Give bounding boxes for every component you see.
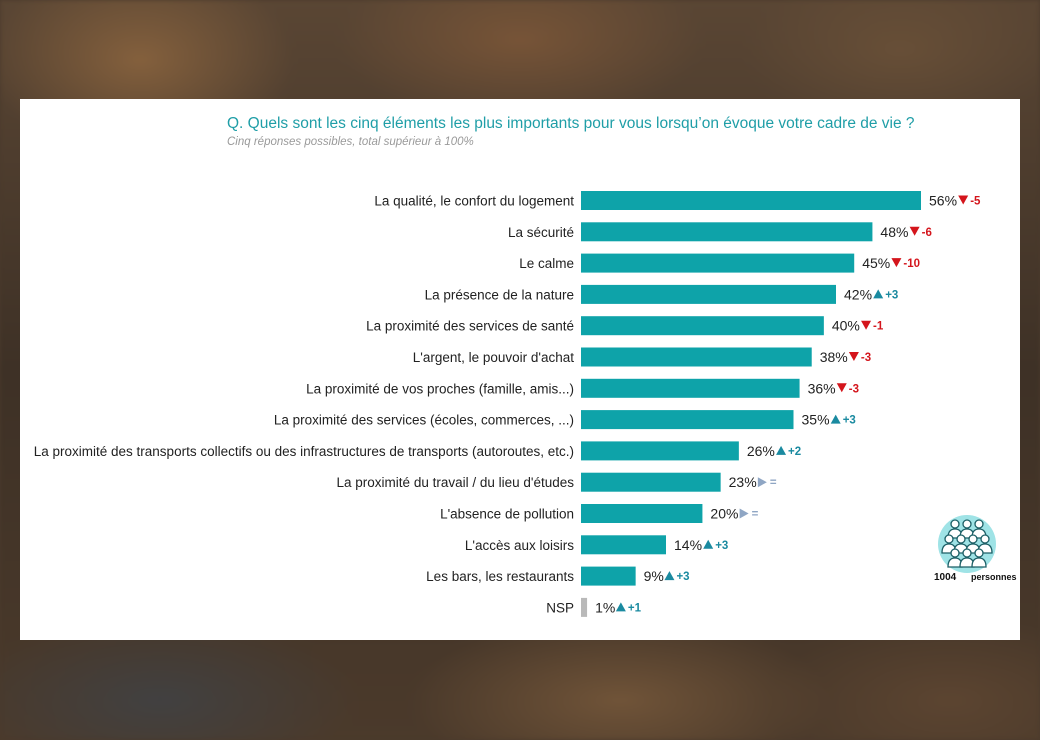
category-label: La proximité du travail / du lieu d'étud… <box>337 475 575 490</box>
change-label: +1 <box>628 602 642 614</box>
bar <box>581 441 739 461</box>
chart-subtitle: Cinq réponses possibles, total supérieur… <box>227 136 474 148</box>
change-label: -6 <box>922 227 932 239</box>
change-label: = <box>770 477 777 489</box>
bar <box>581 253 855 273</box>
bar <box>581 222 873 242</box>
change-arrow-icon <box>615 602 626 612</box>
value-label: 48% <box>880 224 908 240</box>
value-label: 36% <box>808 380 836 396</box>
change-label: +3 <box>843 415 856 427</box>
people-group-icon <box>938 515 996 573</box>
sample-size-badge: 1004 personnes <box>932 512 1017 594</box>
change-arrow-icon <box>664 571 675 581</box>
chart-title: Q. Quels sont les cinq éléments les plus… <box>227 115 915 132</box>
change-arrow-icon <box>861 320 872 330</box>
sample-count: 1004 <box>934 572 957 583</box>
change-arrow-icon <box>757 477 767 488</box>
change-arrow-icon <box>891 258 902 268</box>
change-label: -5 <box>970 196 981 208</box>
value-label: 42% <box>844 286 872 302</box>
category-label: La proximité de vos proches (famille, am… <box>306 381 574 396</box>
bar <box>581 504 703 523</box>
bar <box>581 472 721 492</box>
change-label: -3 <box>849 383 859 395</box>
change-label: +3 <box>676 571 689 583</box>
category-label: NSP <box>546 600 574 615</box>
change-label: +2 <box>788 446 801 458</box>
change-arrow-icon <box>836 383 847 393</box>
value-label: 20% <box>710 506 738 522</box>
change-arrow-icon <box>848 352 859 361</box>
change-arrow-icon <box>830 414 841 424</box>
category-label: La qualité, le confort du logement <box>374 194 574 209</box>
value-label: 9% <box>644 568 664 584</box>
category-label: L'argent, le pouvoir d'achat <box>413 350 575 365</box>
value-label: 14% <box>674 537 702 553</box>
change-label: -3 <box>861 352 871 364</box>
category-label: La sécurité <box>508 225 574 240</box>
sample-unit: personnes <box>971 572 1017 582</box>
bar <box>581 566 636 586</box>
bar <box>581 410 794 430</box>
value-label: 38% <box>820 349 848 365</box>
category-label: La proximité des transports collectifs o… <box>34 444 574 459</box>
value-label: 45% <box>862 255 890 271</box>
value-label: 1% <box>595 599 615 615</box>
value-label: 56% <box>929 193 957 209</box>
category-label: Le calme <box>519 256 574 271</box>
bar-chart: La qualité, le confort du logement 56% -5 L… <box>34 191 981 617</box>
category-label: La présence de la nature <box>425 287 574 302</box>
change-label: +3 <box>715 540 728 552</box>
bar <box>581 597 588 617</box>
change-arrow-icon <box>739 508 749 519</box>
bar <box>581 284 836 304</box>
category-label: La proximité des services de santé <box>366 319 574 334</box>
bar <box>581 191 921 210</box>
change-label: -1 <box>873 321 884 333</box>
bar <box>581 316 824 336</box>
chart-card: Q. Quels sont les cinq éléments les plus… <box>20 99 1020 640</box>
category-label: L'accès aux loisirs <box>465 538 574 553</box>
category-label: Les bars, les restaurants <box>426 569 574 584</box>
value-label: 40% <box>832 318 860 334</box>
category-label: L'absence de pollution <box>440 507 574 522</box>
change-arrow-icon <box>776 445 787 455</box>
bar <box>581 378 800 398</box>
change-arrow-icon <box>873 289 884 299</box>
change-label: -10 <box>903 258 920 270</box>
bar <box>581 347 812 367</box>
value-label: 26% <box>747 443 775 459</box>
bar <box>581 535 666 555</box>
category-label: La proximité des services (écoles, comme… <box>274 413 574 428</box>
change-label: +3 <box>885 289 898 301</box>
change-label: = <box>752 509 759 521</box>
value-label: 23% <box>729 474 757 490</box>
change-arrow-icon <box>958 195 969 205</box>
change-arrow-icon <box>909 226 920 236</box>
change-arrow-icon <box>703 539 714 549</box>
value-label: 35% <box>802 412 830 428</box>
